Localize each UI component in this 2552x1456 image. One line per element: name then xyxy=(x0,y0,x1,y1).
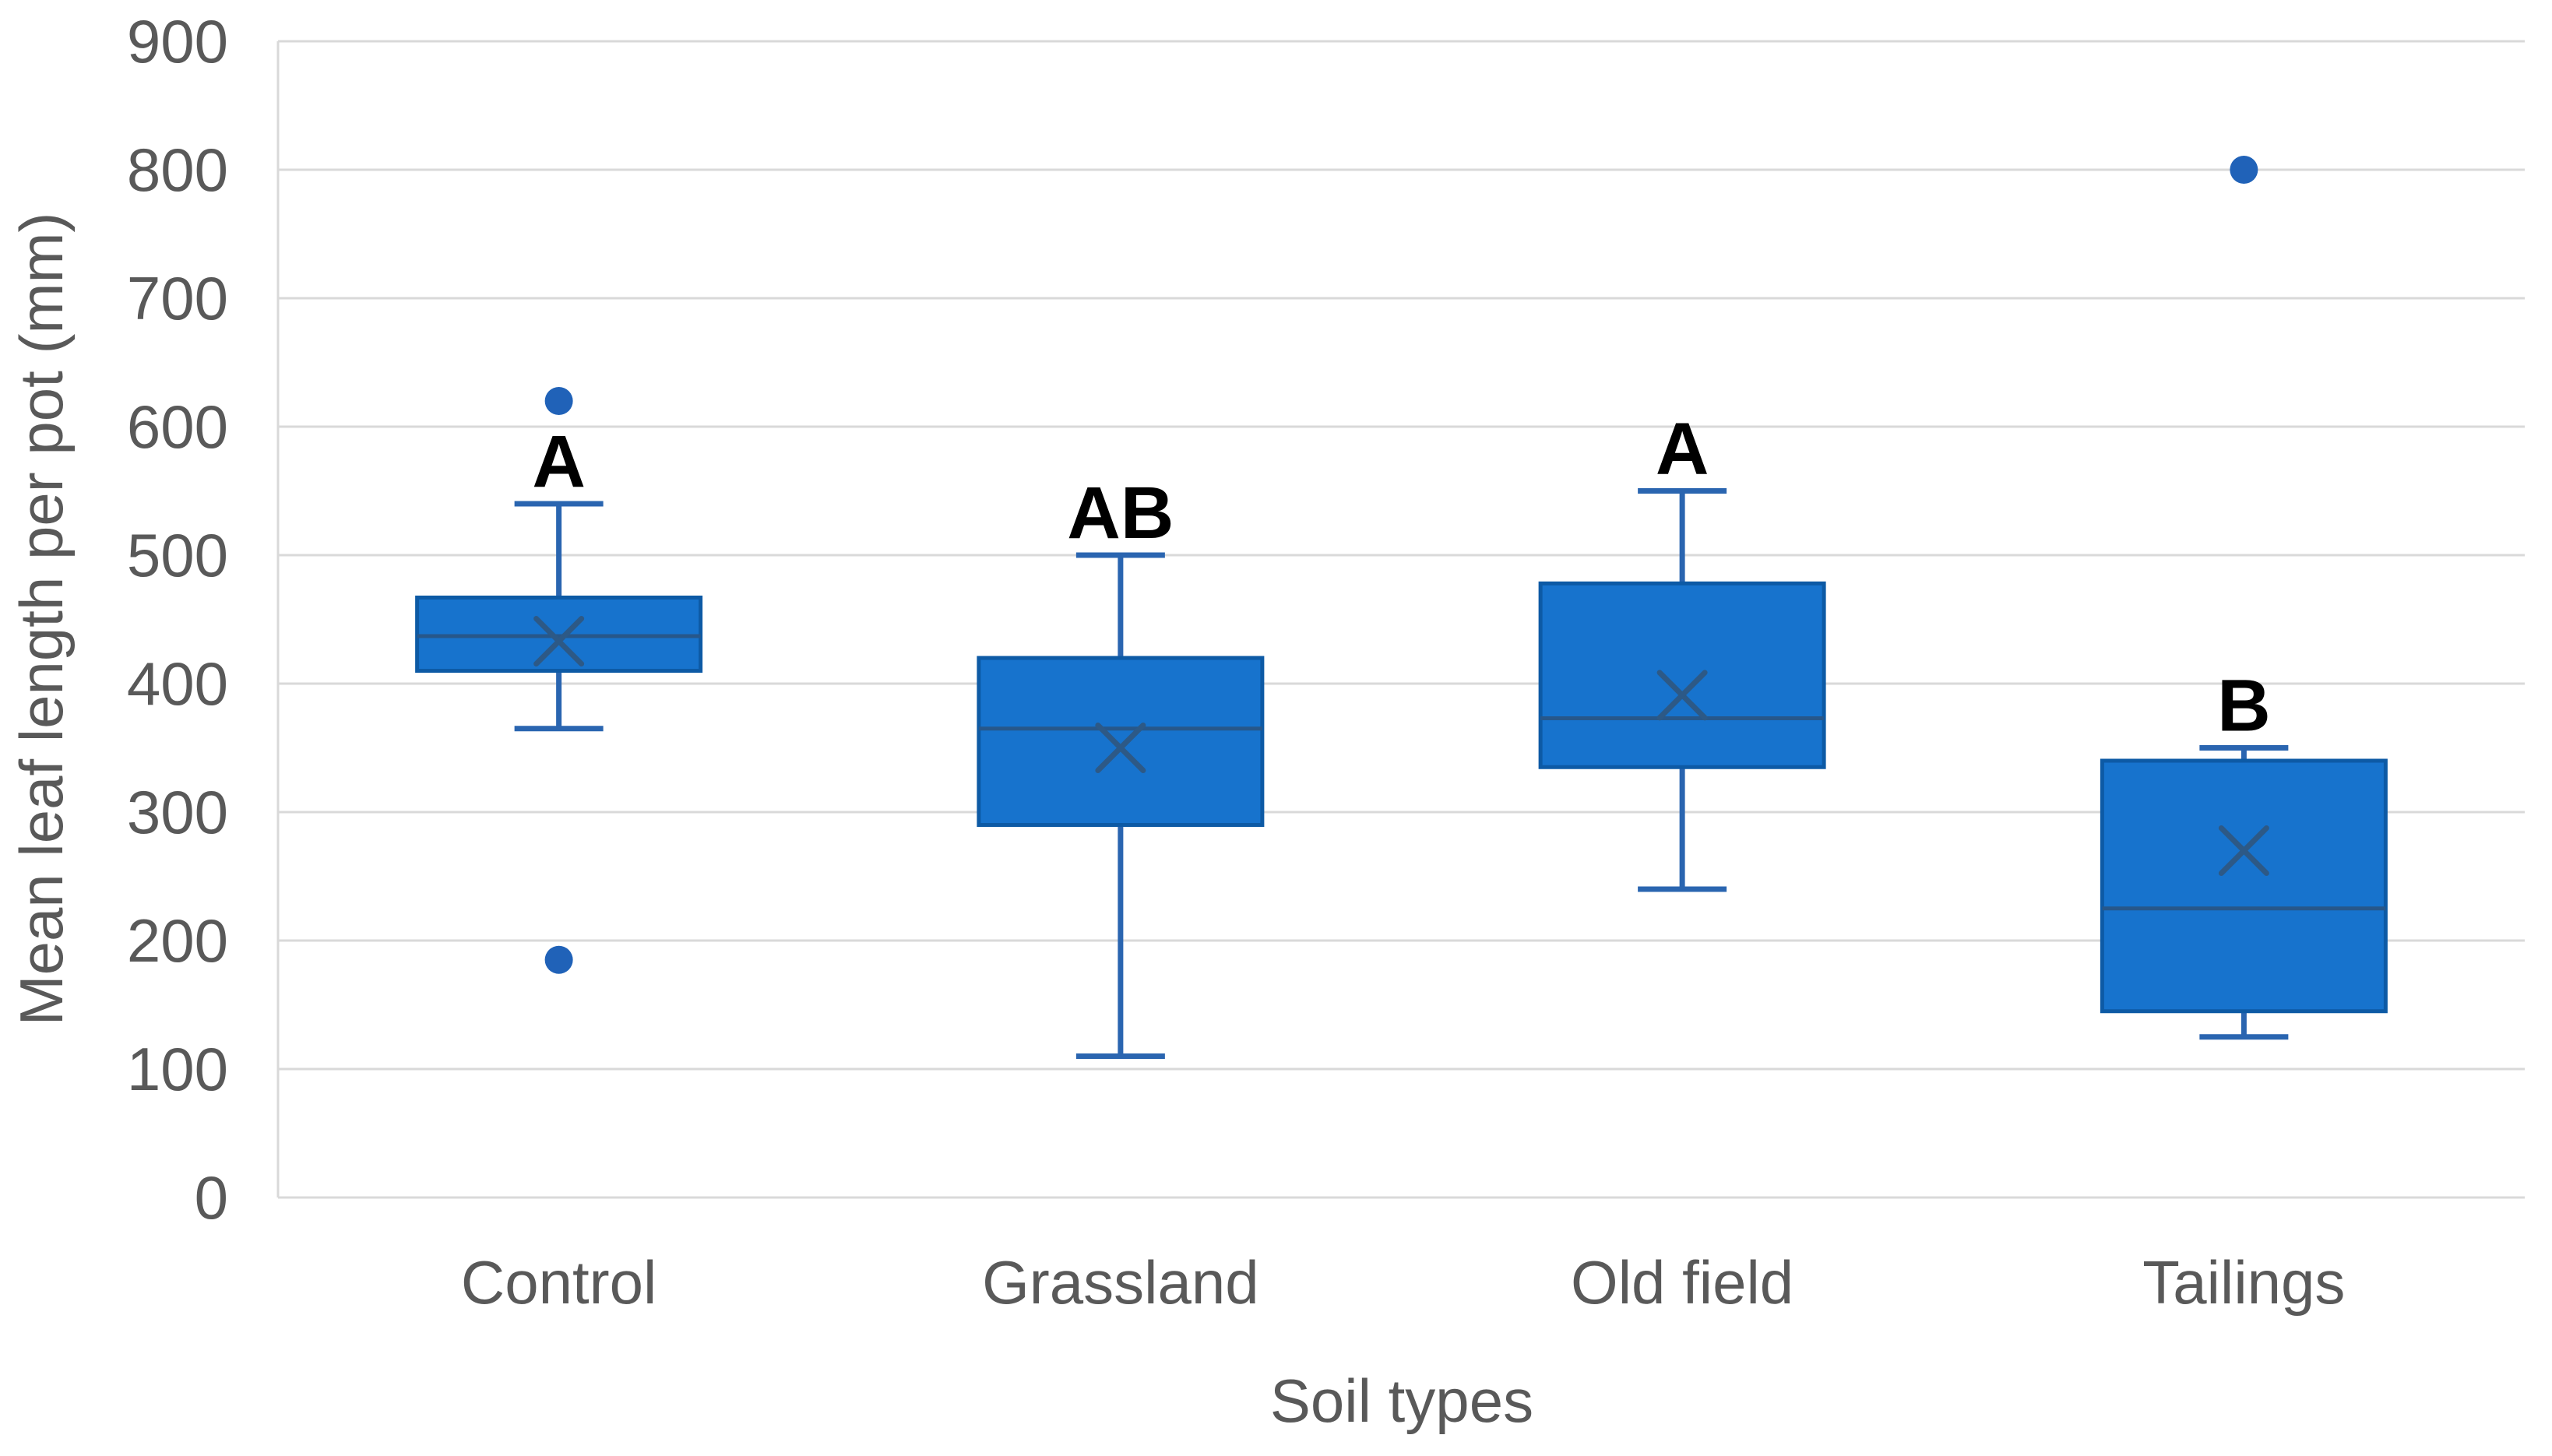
mean-x-marker xyxy=(2218,825,2269,876)
y-tick-label: 0 xyxy=(195,1163,228,1232)
iqr-box xyxy=(2100,758,2388,1014)
significance-letter: A xyxy=(1656,408,1709,491)
y-tick-label: 200 xyxy=(127,906,228,975)
box-control: A xyxy=(415,387,703,974)
significance-letter: A xyxy=(532,420,586,503)
mean-x-marker xyxy=(1095,723,1146,773)
outlier-point xyxy=(2230,156,2258,184)
box-grassland: AB xyxy=(977,472,1265,1059)
mean-x-marker xyxy=(1656,670,1708,721)
mean-x-marker xyxy=(533,616,585,667)
iqr-box xyxy=(977,656,1265,827)
y-tick-label: 500 xyxy=(127,521,228,589)
y-axis-title: Mean leaf length per pot (mm) xyxy=(7,213,76,1026)
y-tick-label: 700 xyxy=(127,264,228,332)
category-label-tailings: Tailings xyxy=(2142,1248,2345,1317)
significance-letter: AB xyxy=(1067,472,1174,554)
iqr-box xyxy=(1538,581,1826,769)
box-old-field: A xyxy=(1538,408,1826,892)
category-label-old-field: Old field xyxy=(1571,1248,1793,1317)
y-tick-label: 800 xyxy=(127,135,228,204)
gridlines-group xyxy=(278,40,2525,1199)
y-tick-label: 300 xyxy=(127,778,228,846)
y-tick-label: 600 xyxy=(127,392,228,461)
x-category-labels-group: Control Grassland Old field Tailings xyxy=(461,1248,2346,1317)
y-tick-label: 900 xyxy=(127,7,228,76)
significance-letter: B xyxy=(2217,665,2271,747)
outlier-point xyxy=(544,945,573,974)
category-label-control: Control xyxy=(461,1248,656,1317)
category-label-grassland: Grassland xyxy=(982,1248,1259,1317)
y-tick-label: 100 xyxy=(127,1035,228,1103)
y-tick-label: 400 xyxy=(127,649,228,718)
box-tailings: B xyxy=(2100,156,2388,1040)
y-tick-labels-group: 0 100 200 300 400 500 600 700 800 900 xyxy=(127,7,228,1232)
outlier-point xyxy=(544,387,573,415)
x-axis-title: Soil types xyxy=(1270,1366,1533,1435)
